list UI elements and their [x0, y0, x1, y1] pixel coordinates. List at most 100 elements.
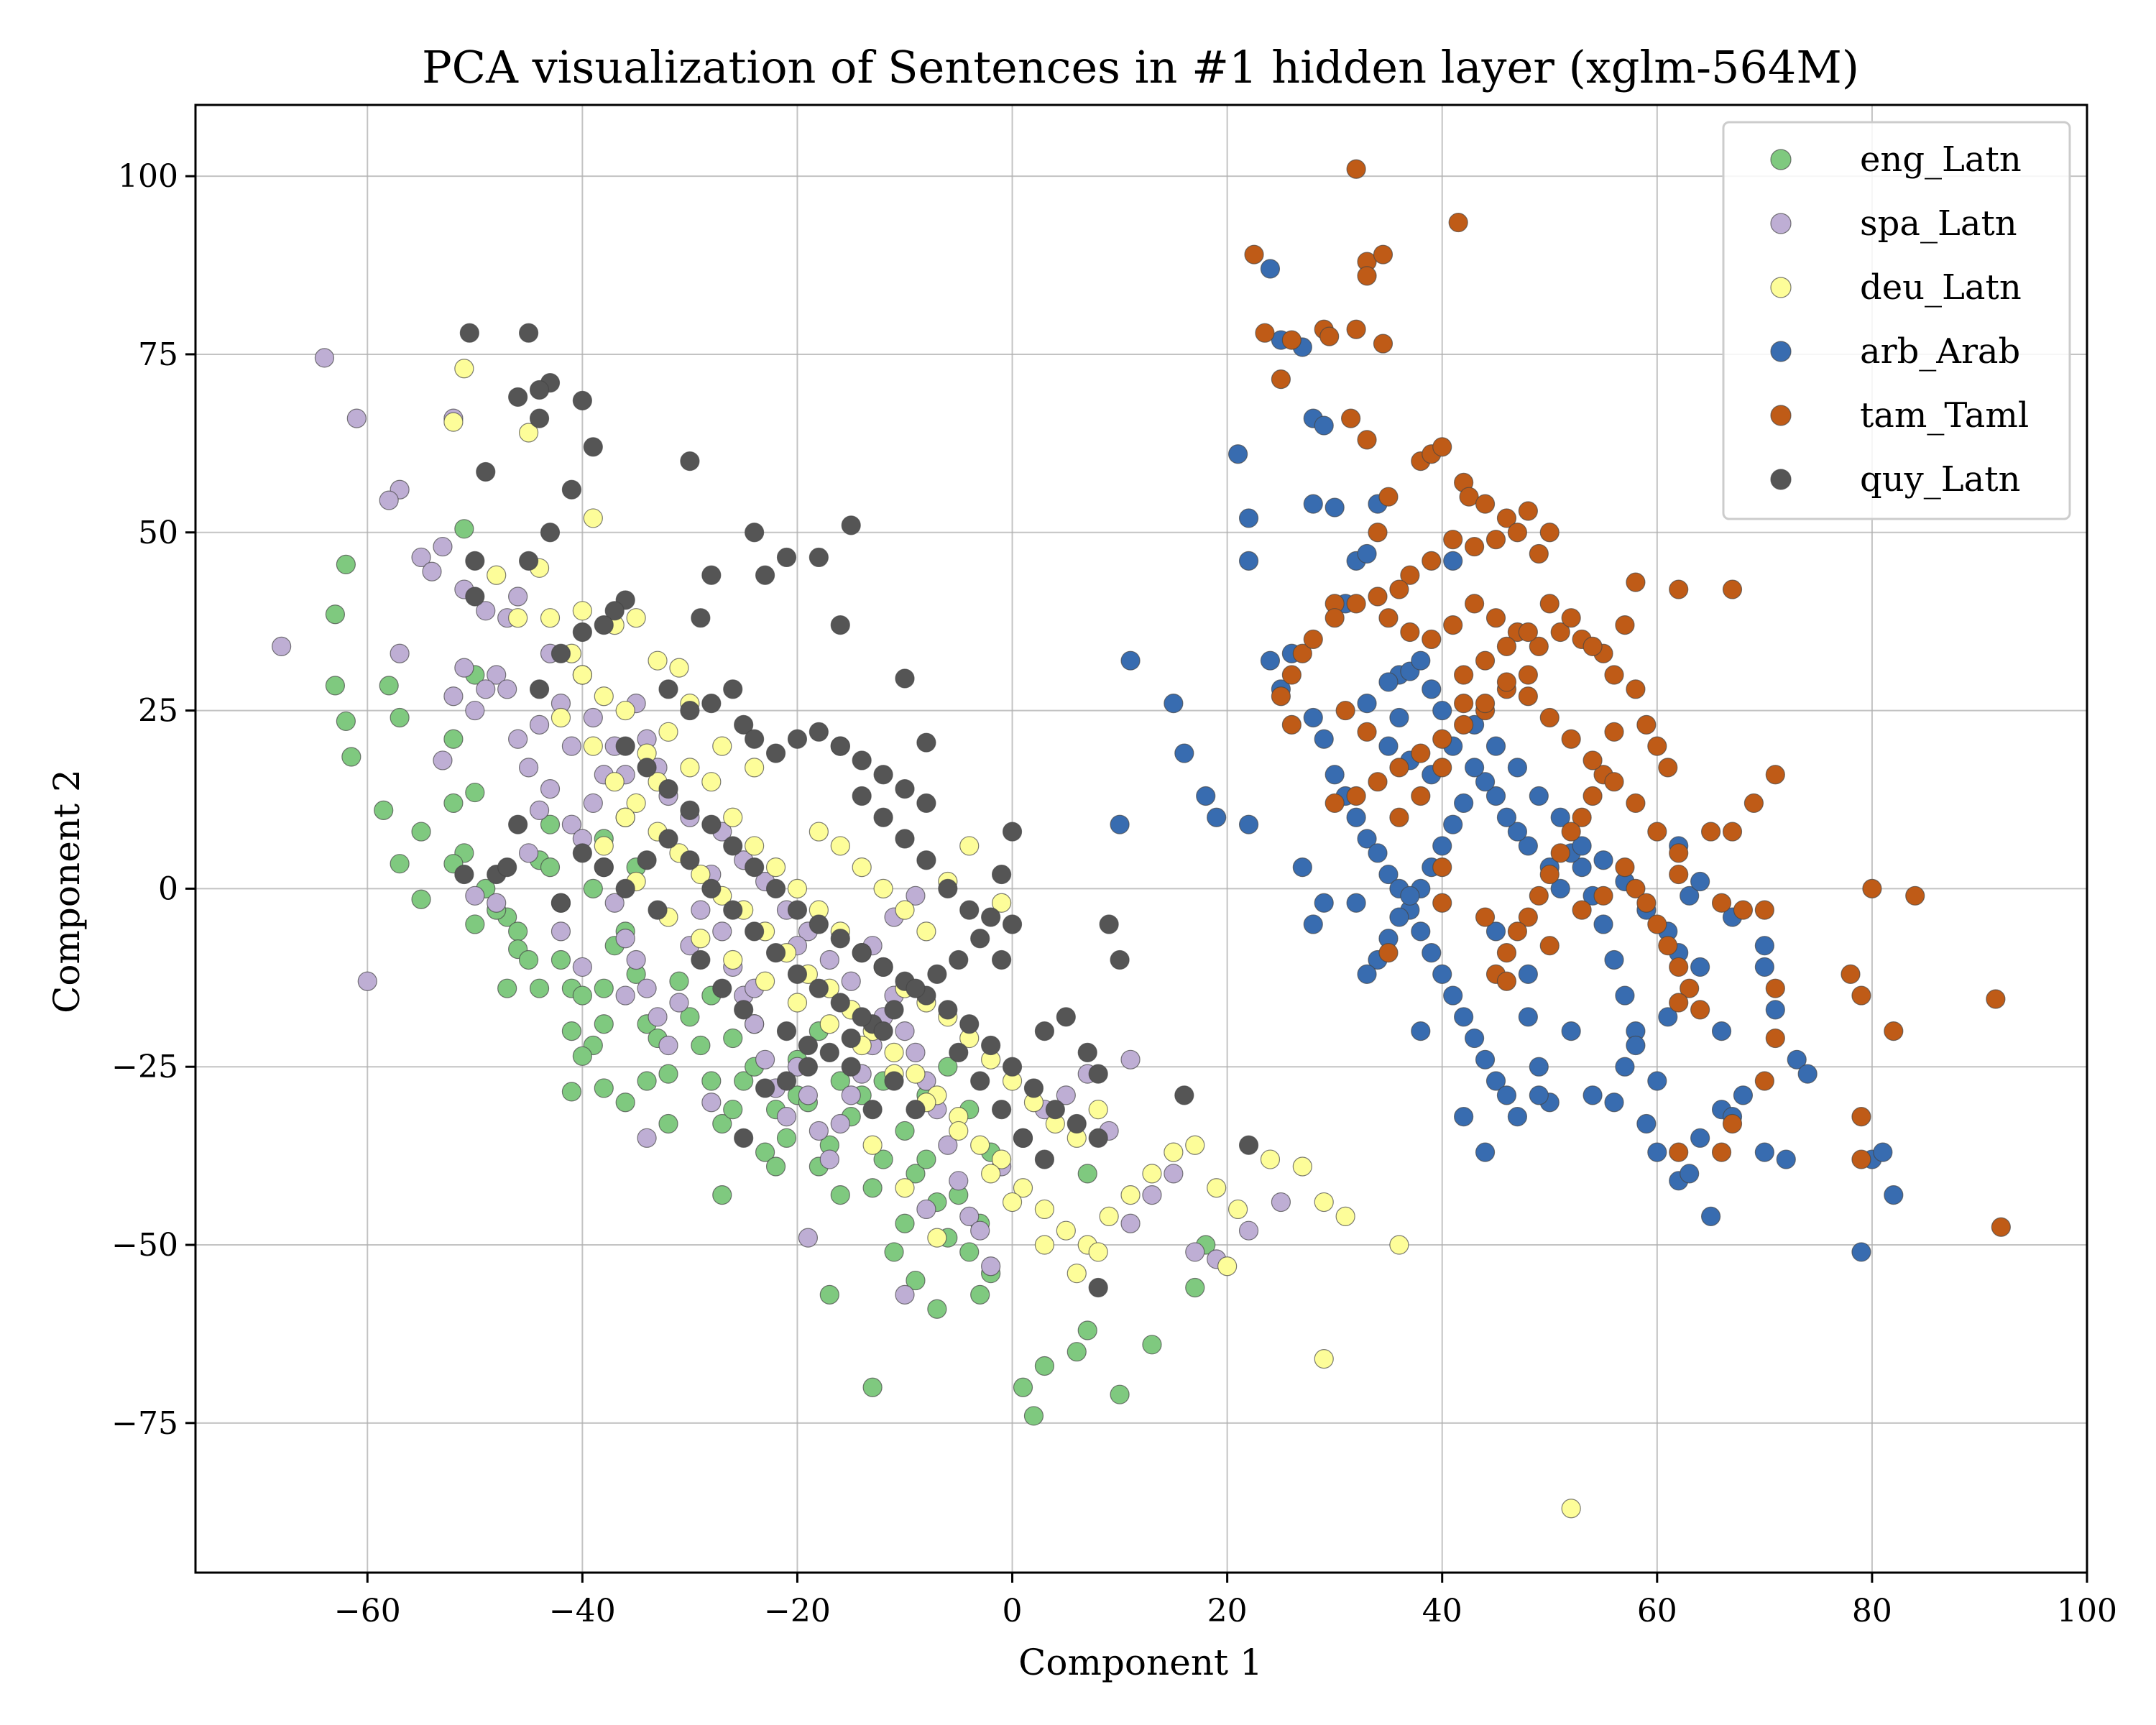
- point-quy_Latn: [1088, 1128, 1108, 1148]
- point-tam_Taml: [1475, 650, 1496, 671]
- point-eng_Latn: [959, 1242, 980, 1262]
- point-arb_Arab: [1690, 957, 1710, 978]
- point-arb_Arab: [1411, 650, 1431, 671]
- point-spa_Latn: [745, 1014, 765, 1034]
- point-tam_Taml: [1341, 408, 1361, 428]
- point-spa_Latn: [529, 800, 550, 820]
- plot-frame: [194, 104, 2088, 1574]
- point-deu_Latn: [487, 565, 507, 585]
- point-spa_Latn: [465, 700, 485, 721]
- point-quy_Latn: [691, 608, 711, 628]
- point-arb_Arab: [1411, 1021, 1431, 1041]
- point-eng_Latn: [658, 1064, 678, 1084]
- point-spa_Latn: [938, 1135, 958, 1155]
- point-deu_Latn: [1314, 1192, 1334, 1213]
- point-eng_Latn: [465, 914, 485, 934]
- point-quy_Latn: [949, 1042, 969, 1062]
- point-tam_Taml: [1496, 636, 1517, 656]
- point-arb_Arab: [1583, 1085, 1603, 1105]
- point-tam_Taml: [1464, 594, 1485, 614]
- point-arb_Arab: [1475, 1049, 1496, 1070]
- point-quy_Latn: [787, 964, 808, 984]
- point-eng_Latn: [906, 1270, 926, 1291]
- point-quy_Latn: [572, 390, 592, 410]
- point-tam_Taml: [1539, 864, 1560, 885]
- point-quy_Latn: [991, 864, 1012, 885]
- point-arb_Arab: [1314, 415, 1334, 436]
- point-quy_Latn: [895, 668, 915, 689]
- point-spa_Latn: [819, 1149, 839, 1169]
- x-tick-label: 20: [1207, 1593, 1248, 1629]
- point-tam_Taml: [1432, 893, 1452, 913]
- point-tam_Taml: [1561, 729, 1581, 749]
- point-eng_Latn: [594, 1014, 614, 1034]
- point-eng_Latn: [325, 676, 346, 696]
- point-deu_Latn: [959, 836, 980, 856]
- point-eng_Latn: [454, 519, 474, 539]
- point-arb_Arab: [1485, 786, 1506, 806]
- point-quy_Latn: [745, 857, 765, 878]
- point-deu_Latn: [991, 1149, 1012, 1169]
- point-spa_Latn: [755, 1049, 775, 1070]
- point-tam_Taml: [1373, 334, 1393, 354]
- point-eng_Latn: [970, 1284, 990, 1305]
- point-tam_Taml: [1572, 900, 1592, 920]
- point-arb_Arab: [1507, 822, 1528, 842]
- point-deu_Latn: [1099, 1206, 1119, 1226]
- point-quy_Latn: [970, 1071, 990, 1091]
- point-quy_Latn: [776, 1021, 797, 1041]
- point-arb_Arab: [1454, 1106, 1474, 1127]
- point-tam_Taml: [1669, 957, 1689, 978]
- point-tam_Taml: [1647, 822, 1667, 842]
- point-deu_Latn: [949, 1121, 969, 1141]
- point-spa_Latn: [1120, 1213, 1141, 1233]
- point-tam_Taml: [1459, 487, 1479, 507]
- point-arb_Arab: [1432, 964, 1452, 984]
- point-spa_Latn: [1164, 1164, 1184, 1184]
- point-quy_Latn: [550, 893, 571, 913]
- point-spa_Latn: [949, 1171, 969, 1191]
- point-quy_Latn: [852, 1007, 872, 1027]
- point-arb_Arab: [1443, 985, 1463, 1006]
- point-quy_Latn: [561, 479, 582, 500]
- point-arb_Arab: [1314, 893, 1334, 913]
- point-spa_Latn: [981, 1256, 1001, 1276]
- point-tam_Taml: [1765, 978, 1785, 998]
- point-tam_Taml: [1722, 579, 1743, 599]
- y-tick-label: −50: [111, 1227, 178, 1264]
- point-deu_Latn: [1120, 1185, 1141, 1205]
- point-tam_Taml: [1378, 487, 1399, 507]
- point-tam_Taml: [1432, 857, 1452, 878]
- point-deu_Latn: [691, 929, 711, 949]
- point-quy_Latn: [970, 929, 990, 949]
- point-quy_Latn: [529, 408, 550, 428]
- point-spa_Latn: [712, 921, 732, 942]
- x-tick-label: 60: [1637, 1593, 1677, 1629]
- point-arb_Arab: [1754, 1142, 1774, 1162]
- point-spa_Latn: [357, 971, 377, 991]
- point-tam_Taml: [1281, 330, 1302, 350]
- point-eng_Latn: [1034, 1356, 1055, 1376]
- point-tam_Taml: [1303, 629, 1323, 650]
- point-tam_Taml: [1765, 765, 1785, 785]
- point-arb_Arab: [1529, 1057, 1549, 1077]
- point-eng_Latn: [390, 854, 410, 874]
- point-arb_Arab: [1454, 793, 1474, 814]
- point-spa_Latn: [508, 729, 528, 749]
- point-tam_Taml: [1733, 900, 1754, 920]
- point-quy_Latn: [734, 1000, 754, 1020]
- point-spa_Latn: [1271, 1192, 1291, 1213]
- point-tam_Taml: [1615, 615, 1635, 635]
- point-eng_Latn: [884, 1242, 904, 1262]
- point-quy_Latn: [701, 814, 722, 834]
- point-eng_Latn: [583, 878, 603, 898]
- point-deu_Latn: [1260, 1149, 1281, 1169]
- point-deu_Latn: [626, 793, 646, 814]
- point-quy_Latn: [1088, 1064, 1108, 1084]
- point-deu_Latn: [895, 900, 915, 920]
- point-eng_Latn: [540, 814, 561, 834]
- point-spa_Latn: [615, 985, 635, 1006]
- point-quy_Latn: [895, 829, 915, 849]
- point-quy_Latn: [594, 615, 614, 635]
- point-spa_Latn: [1056, 1085, 1076, 1105]
